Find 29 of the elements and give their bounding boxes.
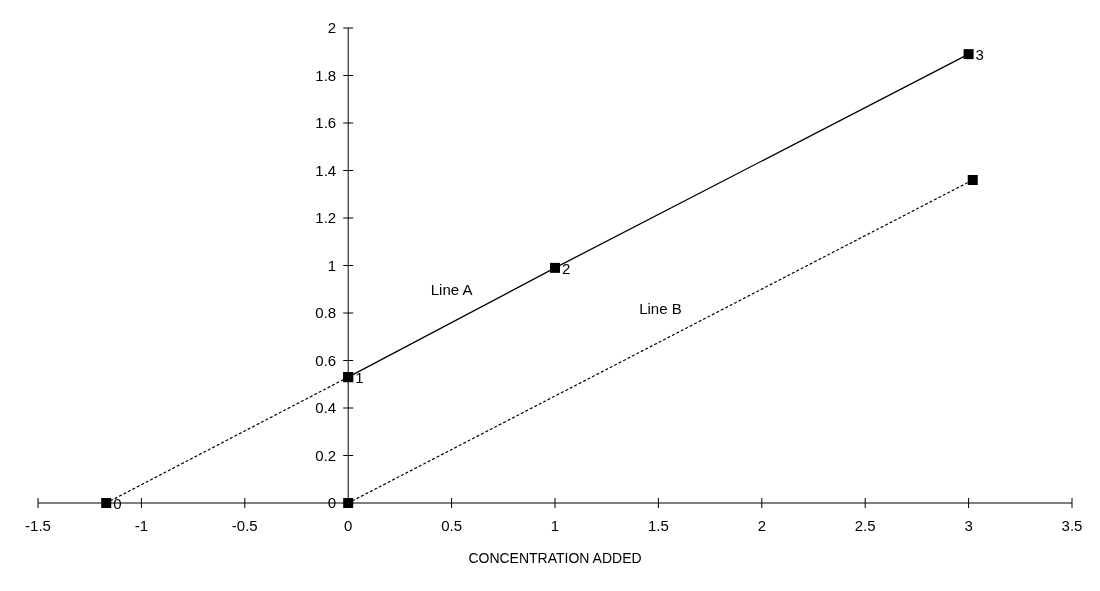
x-tick-label: -1.5 [25,517,51,534]
x-tick-label: 0.5 [441,517,463,534]
x-tick-label: 0 [344,517,353,534]
series-label: Line B [639,299,682,317]
x-tick-label: 1.5 [647,517,669,534]
y-tick-label: 0.8 [315,304,337,322]
x-tick-label: 3.5 [1061,517,1083,534]
y-tick-label: 2 [327,19,337,37]
x-tick-label: 2.5 [854,517,876,534]
y-tick-label: 0 [327,494,337,512]
series-label: Line A [430,280,473,298]
x-tick-label: 2 [757,517,766,534]
annotation: 0 [113,495,122,512]
y-tick-label: 1 [327,256,337,274]
y-tick-label: 0.4 [315,399,337,417]
x-axis-title: CONCENTRATION ADDED [468,550,642,566]
y-tick-label: 0.2 [315,446,337,464]
y-tick-label: 0.6 [315,351,337,369]
x-tick-label: 3 [964,517,973,534]
y-tick-label: 1.8 [315,66,337,84]
x-tick-label: -1 [134,517,149,534]
y-tick-label: 1.6 [315,114,337,132]
annotation: 3 [975,46,984,64]
y-tick-label: 1.2 [315,209,337,227]
x-tick-label: -0.5 [231,517,258,534]
annotation: 1 [355,369,364,387]
y-tick-label: 1.4 [315,161,337,179]
x-tick-label: 1 [550,517,560,534]
annotation: 2 [562,259,571,277]
